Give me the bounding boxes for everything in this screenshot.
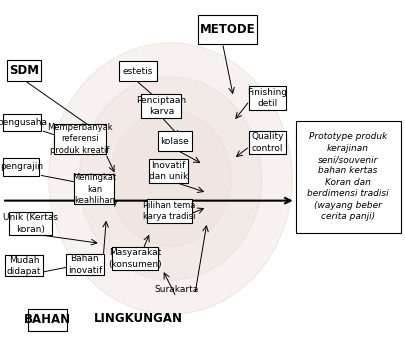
FancyBboxPatch shape (119, 61, 157, 81)
FancyBboxPatch shape (3, 158, 39, 176)
FancyBboxPatch shape (9, 212, 51, 235)
FancyBboxPatch shape (248, 86, 286, 110)
FancyBboxPatch shape (66, 254, 103, 275)
FancyBboxPatch shape (198, 15, 256, 44)
Text: METODE: METODE (199, 23, 255, 36)
Ellipse shape (79, 77, 261, 280)
FancyBboxPatch shape (28, 309, 66, 331)
Text: estetis: estetis (123, 66, 153, 76)
FancyBboxPatch shape (147, 199, 191, 223)
Text: BAHAN: BAHAN (24, 313, 71, 326)
FancyBboxPatch shape (7, 60, 41, 81)
Text: Pilihan tema
karya tradisi: Pilihan tema karya tradisi (143, 201, 195, 221)
Text: Mudah
didapat: Mudah didapat (7, 256, 41, 276)
Text: Surakarta: Surakarta (154, 285, 198, 294)
Text: kolase: kolase (160, 136, 188, 146)
Text: Penciptaan
karva: Penciptaan karva (136, 96, 186, 116)
Text: Prototype produk
kerajinan
seni/souvenir
bahan kertas
Koran dan
berdimensi tradi: Prototype produk kerajinan seni/souvenir… (307, 132, 388, 221)
Text: pengusaha: pengusaha (0, 118, 47, 127)
Text: pengrajin: pengrajin (0, 162, 43, 171)
Text: Inovatif
dan unik: Inovatif dan unik (149, 161, 188, 181)
FancyBboxPatch shape (141, 94, 181, 118)
FancyBboxPatch shape (149, 159, 187, 183)
Ellipse shape (49, 43, 292, 314)
Text: Finishing
detil: Finishing detil (247, 87, 287, 108)
Ellipse shape (109, 111, 231, 246)
FancyBboxPatch shape (54, 124, 106, 154)
FancyBboxPatch shape (248, 131, 286, 154)
Text: Bahan
inovatif: Bahan inovatif (68, 254, 102, 275)
Text: Unik (Kertas
koran): Unik (Kertas koran) (3, 213, 58, 234)
FancyBboxPatch shape (3, 114, 41, 131)
FancyBboxPatch shape (112, 247, 157, 270)
FancyBboxPatch shape (157, 131, 191, 151)
Text: Quality
control: Quality control (251, 132, 283, 153)
Text: LINGKUNGAN: LINGKUNGAN (94, 312, 183, 325)
FancyBboxPatch shape (295, 121, 400, 233)
Text: Masyarakat
(konsumen): Masyarakat (konsumen) (108, 248, 161, 269)
Text: Meningkat
kan
keahlihan: Meningkat kan keahlihan (72, 173, 116, 205)
Text: Memperbanyak
referensi
produk kreatif: Memperbanyak referensi produk kreatif (47, 123, 113, 155)
FancyBboxPatch shape (74, 174, 114, 204)
FancyBboxPatch shape (5, 255, 43, 276)
Text: SDM: SDM (9, 64, 39, 77)
